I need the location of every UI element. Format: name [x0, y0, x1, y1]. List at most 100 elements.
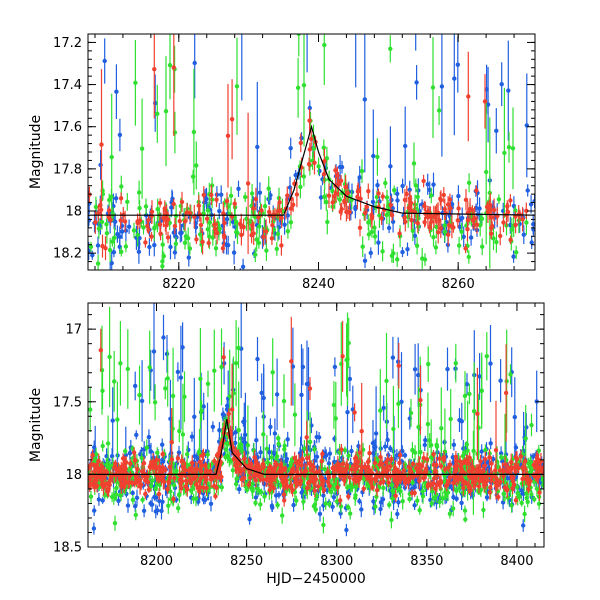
top-data-point: [509, 227, 514, 232]
top-data-point: [210, 235, 215, 240]
top-data-point: [479, 216, 485, 221]
top-data-point: [496, 197, 502, 202]
top-data-point: [433, 245, 439, 250]
bottom-data-point: [185, 452, 190, 457]
bottom-data-point: [417, 508, 422, 513]
bottom-data-point: [178, 375, 184, 380]
bottom-data-point: [467, 391, 472, 397]
top-data-point: [376, 191, 381, 196]
bottom-data-point: [133, 504, 138, 509]
bottom-data-point: [275, 502, 280, 508]
top-data-point: [288, 146, 293, 151]
bottom-data-point: [387, 502, 392, 508]
top-data-point: [413, 183, 418, 188]
top-data-point: [477, 206, 482, 211]
bottom-data-point: [112, 495, 118, 501]
bottom-data-point: [109, 454, 115, 459]
top-data-point: [201, 192, 206, 198]
bottom-data-point: [288, 462, 293, 467]
top-data-point: [306, 161, 312, 167]
top-data-point: [190, 174, 196, 179]
bottom-data-point: [525, 499, 530, 505]
top-data-point: [157, 200, 163, 206]
bottom-data-point: [180, 432, 186, 437]
top-data-point: [88, 244, 94, 249]
bottom-data-point: [205, 452, 210, 457]
top-data-point: [442, 229, 448, 235]
bottom-data-point: [323, 501, 328, 506]
bottom-data-point: [374, 494, 379, 499]
bottom-data-point: [499, 455, 504, 460]
top-data-point: [388, 46, 393, 51]
bottom-data-point: [262, 494, 267, 499]
bottom-data-point: [133, 512, 138, 518]
top-data-point: [98, 162, 103, 168]
bottom-data-point: [512, 414, 517, 420]
bottom-data-point: [141, 508, 147, 513]
bottom-data-point: [457, 417, 462, 423]
top-data-point: [226, 243, 231, 248]
bottom-data-point: [464, 442, 469, 447]
top-data-point: [438, 226, 443, 231]
bottom-data-point: [410, 480, 415, 485]
bottom-data-point: [522, 511, 527, 517]
bottom-data-point: [160, 452, 165, 457]
top-data-point: [186, 255, 191, 260]
bottom-data-point: [140, 497, 145, 502]
bottom-data-point: [462, 393, 468, 399]
top-data-point: [288, 220, 294, 225]
top-data-point: [353, 206, 358, 212]
top-data-point: [482, 99, 488, 104]
top-data-point: [474, 188, 479, 193]
top-data-point: [330, 188, 335, 193]
bottom-data-point: [536, 448, 541, 453]
top-data-point: [301, 174, 307, 179]
top-data-point: [366, 189, 371, 194]
bottom-data-point: [227, 394, 232, 399]
bottom-data-point: [498, 378, 503, 383]
bottom-data-point: [477, 374, 482, 379]
top-data-point: [384, 212, 389, 218]
bottom-data-point: [276, 436, 281, 441]
bottom-data-point: [385, 437, 390, 443]
top-data-point: [494, 239, 499, 245]
bottom-data-point: [454, 488, 459, 493]
bottom-data-point: [327, 483, 332, 489]
bottom-data-point: [304, 381, 310, 387]
top-data-point: [200, 239, 205, 245]
bottom-data-point: [332, 364, 338, 370]
bottom-data-point: [395, 511, 400, 517]
top-data-point: [113, 196, 119, 201]
top-data-point: [249, 191, 255, 196]
bottom-data-point: [299, 463, 304, 468]
top-data-point: [177, 218, 182, 224]
bottom-data-point: [182, 394, 187, 399]
top-data-point: [375, 154, 380, 160]
bottom-data-point: [88, 407, 93, 412]
top-data-point: [429, 193, 434, 198]
bottom-data-point: [426, 361, 431, 367]
top-data-point: [375, 183, 380, 188]
top-data-point: [171, 201, 176, 207]
bottom-data-point: [251, 448, 257, 453]
bottom-data-point: [92, 508, 97, 513]
bottom-data-point: [331, 495, 337, 500]
top-data-point: [362, 210, 368, 216]
top-data-point: [457, 224, 462, 230]
bottom-data-point: [91, 526, 97, 531]
top-data-point: [204, 216, 210, 221]
top-data-point: [376, 240, 381, 245]
bottom-data-point: [276, 441, 281, 447]
top-data-point: [487, 207, 492, 213]
bottom-data-point: [412, 450, 418, 455]
top-data-point: [100, 243, 105, 249]
top-data-point: [459, 229, 464, 234]
top-data-point: [137, 205, 142, 211]
top-data-point: [187, 246, 193, 251]
bottom-data-point: [144, 445, 149, 450]
top-data-point: [529, 240, 534, 245]
top-data-point: [266, 186, 271, 191]
top-data-point: [383, 180, 388, 186]
bottom-data-point: [378, 408, 383, 413]
bottom-data-point: [152, 400, 158, 405]
